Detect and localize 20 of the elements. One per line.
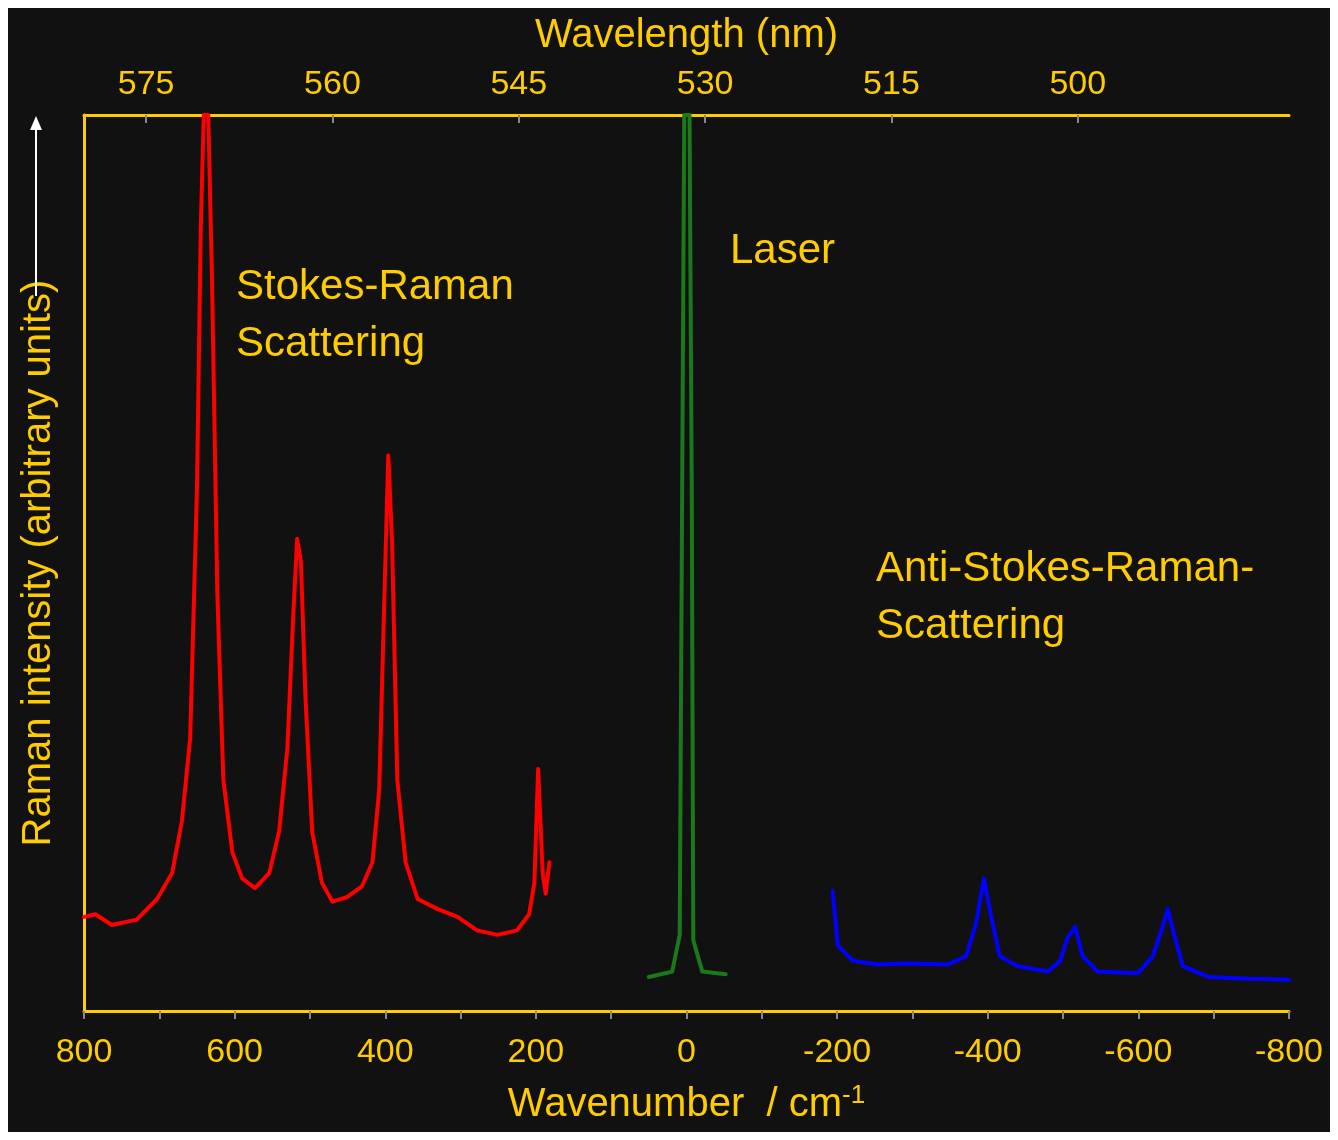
x2-tick-label: 575 (117, 63, 175, 101)
annotation: Laser (730, 225, 836, 272)
annotation: Stokes-Raman Scattering (236, 261, 514, 365)
x2-tick-label: 530 (676, 63, 734, 101)
x-tick-label: 200 (507, 1031, 565, 1069)
x-tick-label: 800 (55, 1031, 113, 1069)
x2-axis-title: Wavelength (nm) (534, 11, 839, 55)
x2-tick-label: 500 (1049, 63, 1107, 101)
x2-tick-label: 560 (304, 63, 361, 101)
x-tick-label: 400 (356, 1031, 414, 1069)
x2-tick-label: 515 (863, 63, 920, 101)
x-tick-label: 600 (206, 1031, 263, 1069)
x2-tick-label: 545 (490, 63, 548, 101)
y-axis-title: Raman intensity (arbitrary units) (14, 279, 58, 847)
annotation: Anti-Stokes-Raman- Scattering (876, 543, 1255, 647)
x-tick-label: -800 (1254, 1031, 1324, 1069)
x-tick-label: 0 (677, 1031, 696, 1069)
x-tick-label: -200 (803, 1031, 872, 1069)
x-tick-label: -600 (1104, 1031, 1173, 1069)
x-tick-label: -400 (953, 1031, 1022, 1069)
